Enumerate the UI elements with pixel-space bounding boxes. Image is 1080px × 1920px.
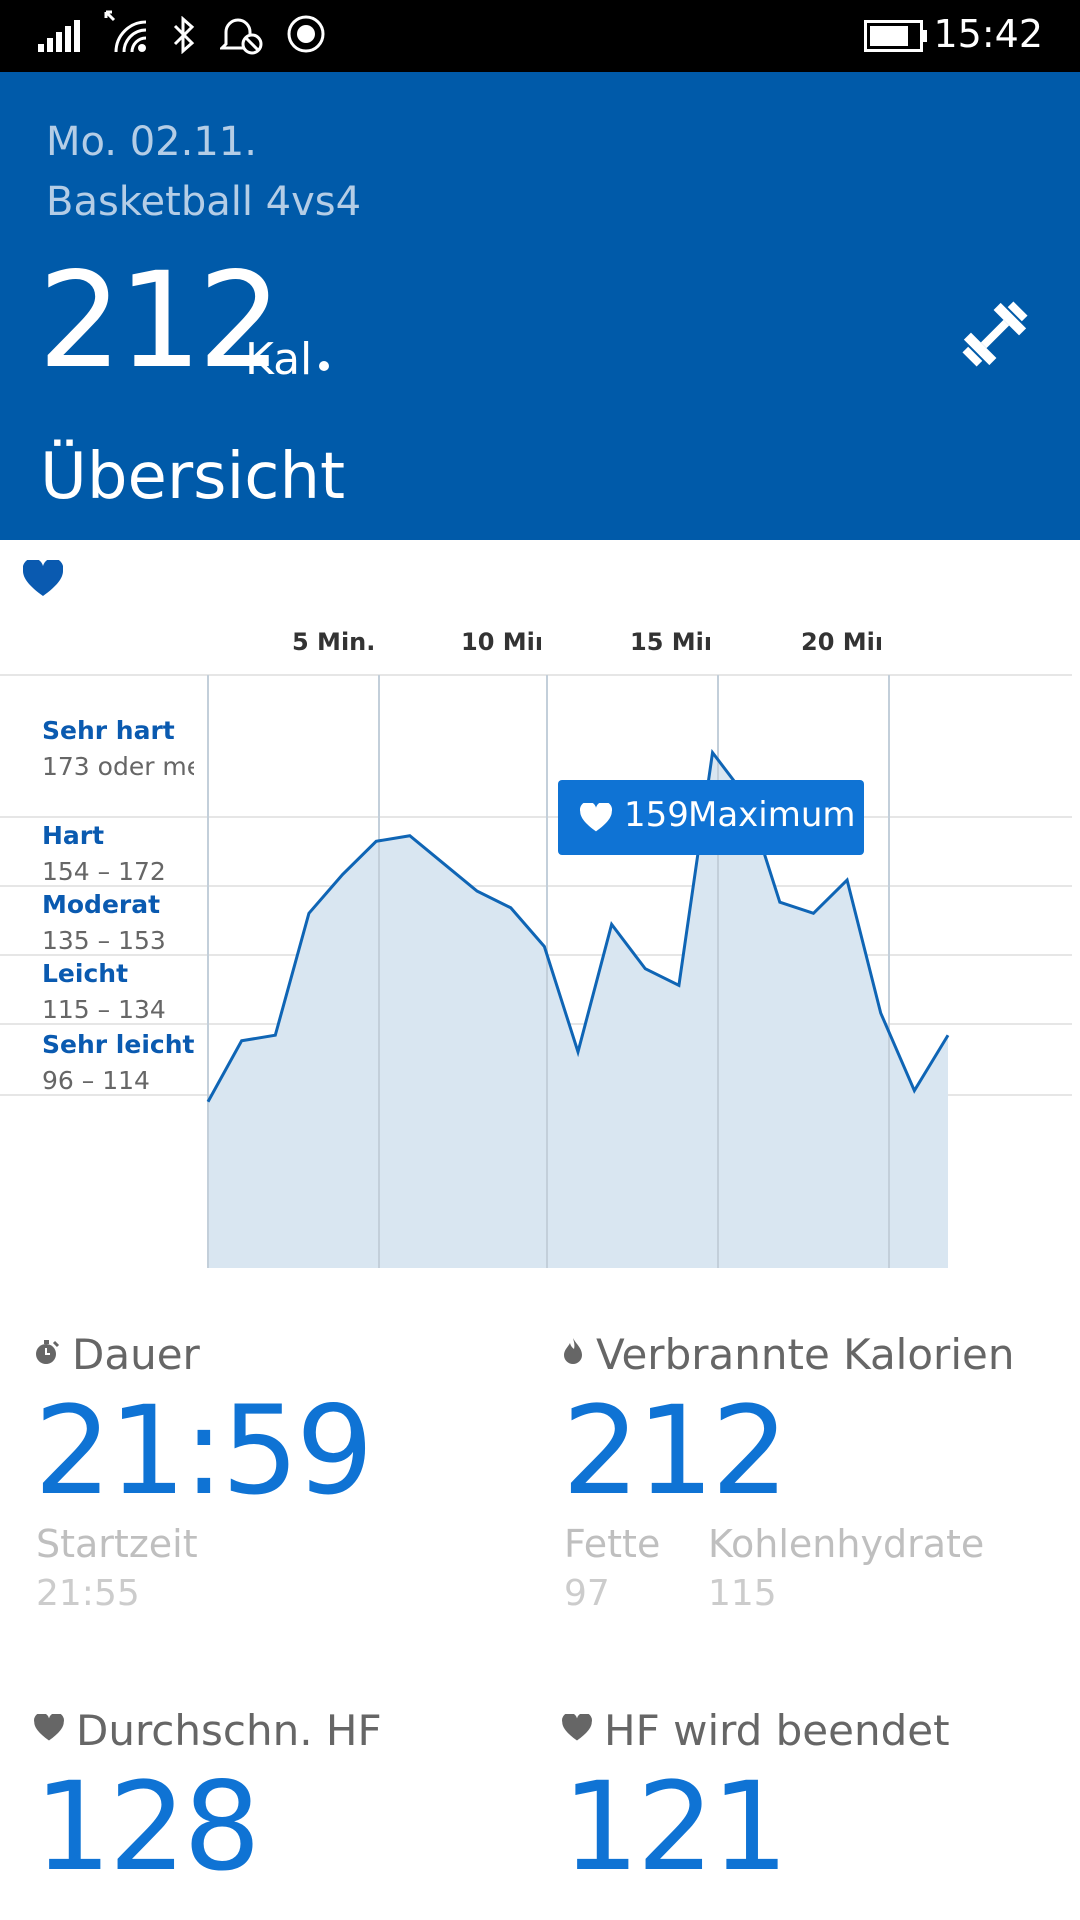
page-title: Übersicht <box>40 440 346 514</box>
heart-rate-chart <box>0 674 1072 1268</box>
max-hr-label: Maximum <box>688 795 856 835</box>
x-tick-label: 20 Mir <box>801 628 881 656</box>
zone-range: 135 – 153 <box>42 926 166 955</box>
heart-icon <box>23 560 63 596</box>
flame-icon <box>564 1338 582 1364</box>
wifi-icon <box>104 10 147 53</box>
zone-range: 115 – 134 <box>42 995 166 1024</box>
zone-range: 154 – 172 <box>42 857 166 886</box>
chart-line <box>206 748 950 1103</box>
start-time-value: 21:55 <box>36 1573 140 1614</box>
zone-range: 173 oder me <box>42 752 194 781</box>
fat-label: Fette <box>564 1522 661 1566</box>
stopwatch-icon <box>36 1340 60 1364</box>
heart-icon <box>34 1714 64 1741</box>
fat-value: 97 <box>564 1573 610 1614</box>
end-hr-value: 121 <box>562 1756 789 1898</box>
heart-icon <box>562 1714 592 1741</box>
duration-value: 21:59 <box>34 1380 374 1522</box>
duration-label: Dauer <box>72 1330 200 1379</box>
battery-icon <box>864 20 927 52</box>
header-calories-unit: Kal <box>245 334 313 385</box>
quiet-hours-icon <box>220 18 263 55</box>
carbs-label: Kohlenhydrate <box>708 1522 985 1566</box>
heart-icon <box>580 803 612 832</box>
header-calories: 212 <box>38 244 282 398</box>
calories-label: Verbrannte Kalorien <box>596 1330 1015 1379</box>
x-tick-label: 10 Min <box>461 628 541 656</box>
signal-icon <box>38 20 80 52</box>
end-hr-label: HF wird beendet <box>604 1706 950 1755</box>
start-time-label: Startzeit <box>36 1522 198 1566</box>
location-icon <box>287 15 325 53</box>
status-bar: 15:42 <box>0 0 1080 72</box>
zone-name: Leicht <box>42 959 129 988</box>
zone-name: Hart <box>42 821 105 850</box>
max-hr-value: 159 <box>624 795 689 835</box>
header: Mo. 02.11. Basketball 4vs4 212 Kal Übers… <box>0 72 1080 540</box>
zone-name: Moderat <box>42 890 161 919</box>
dumbbell-icon <box>962 301 1028 367</box>
zone-name: Sehr leicht <box>42 1030 195 1059</box>
avg-hr-label: Durchschn. HF <box>76 1706 382 1755</box>
zone-range: 96 – 114 <box>42 1066 150 1095</box>
x-tick-label: 15 Min <box>630 628 710 656</box>
bluetooth-icon <box>173 16 195 54</box>
status-time: 15:42 <box>933 12 1043 56</box>
avg-hr-value: 128 <box>34 1756 261 1898</box>
zone-name: Sehr hart <box>42 716 175 745</box>
workout-activity: Basketball 4vs4 <box>46 179 362 225</box>
calories-value: 212 <box>562 1380 789 1522</box>
carbs-value: 115 <box>708 1573 777 1614</box>
workout-date: Mo. 02.11. <box>46 119 257 165</box>
x-tick-label: 5 Min. <box>292 628 376 656</box>
max-hr-tooltip: 159 Maximum <box>558 780 864 855</box>
chart-area <box>208 752 948 1268</box>
header-calories-unit-dot <box>319 361 329 371</box>
